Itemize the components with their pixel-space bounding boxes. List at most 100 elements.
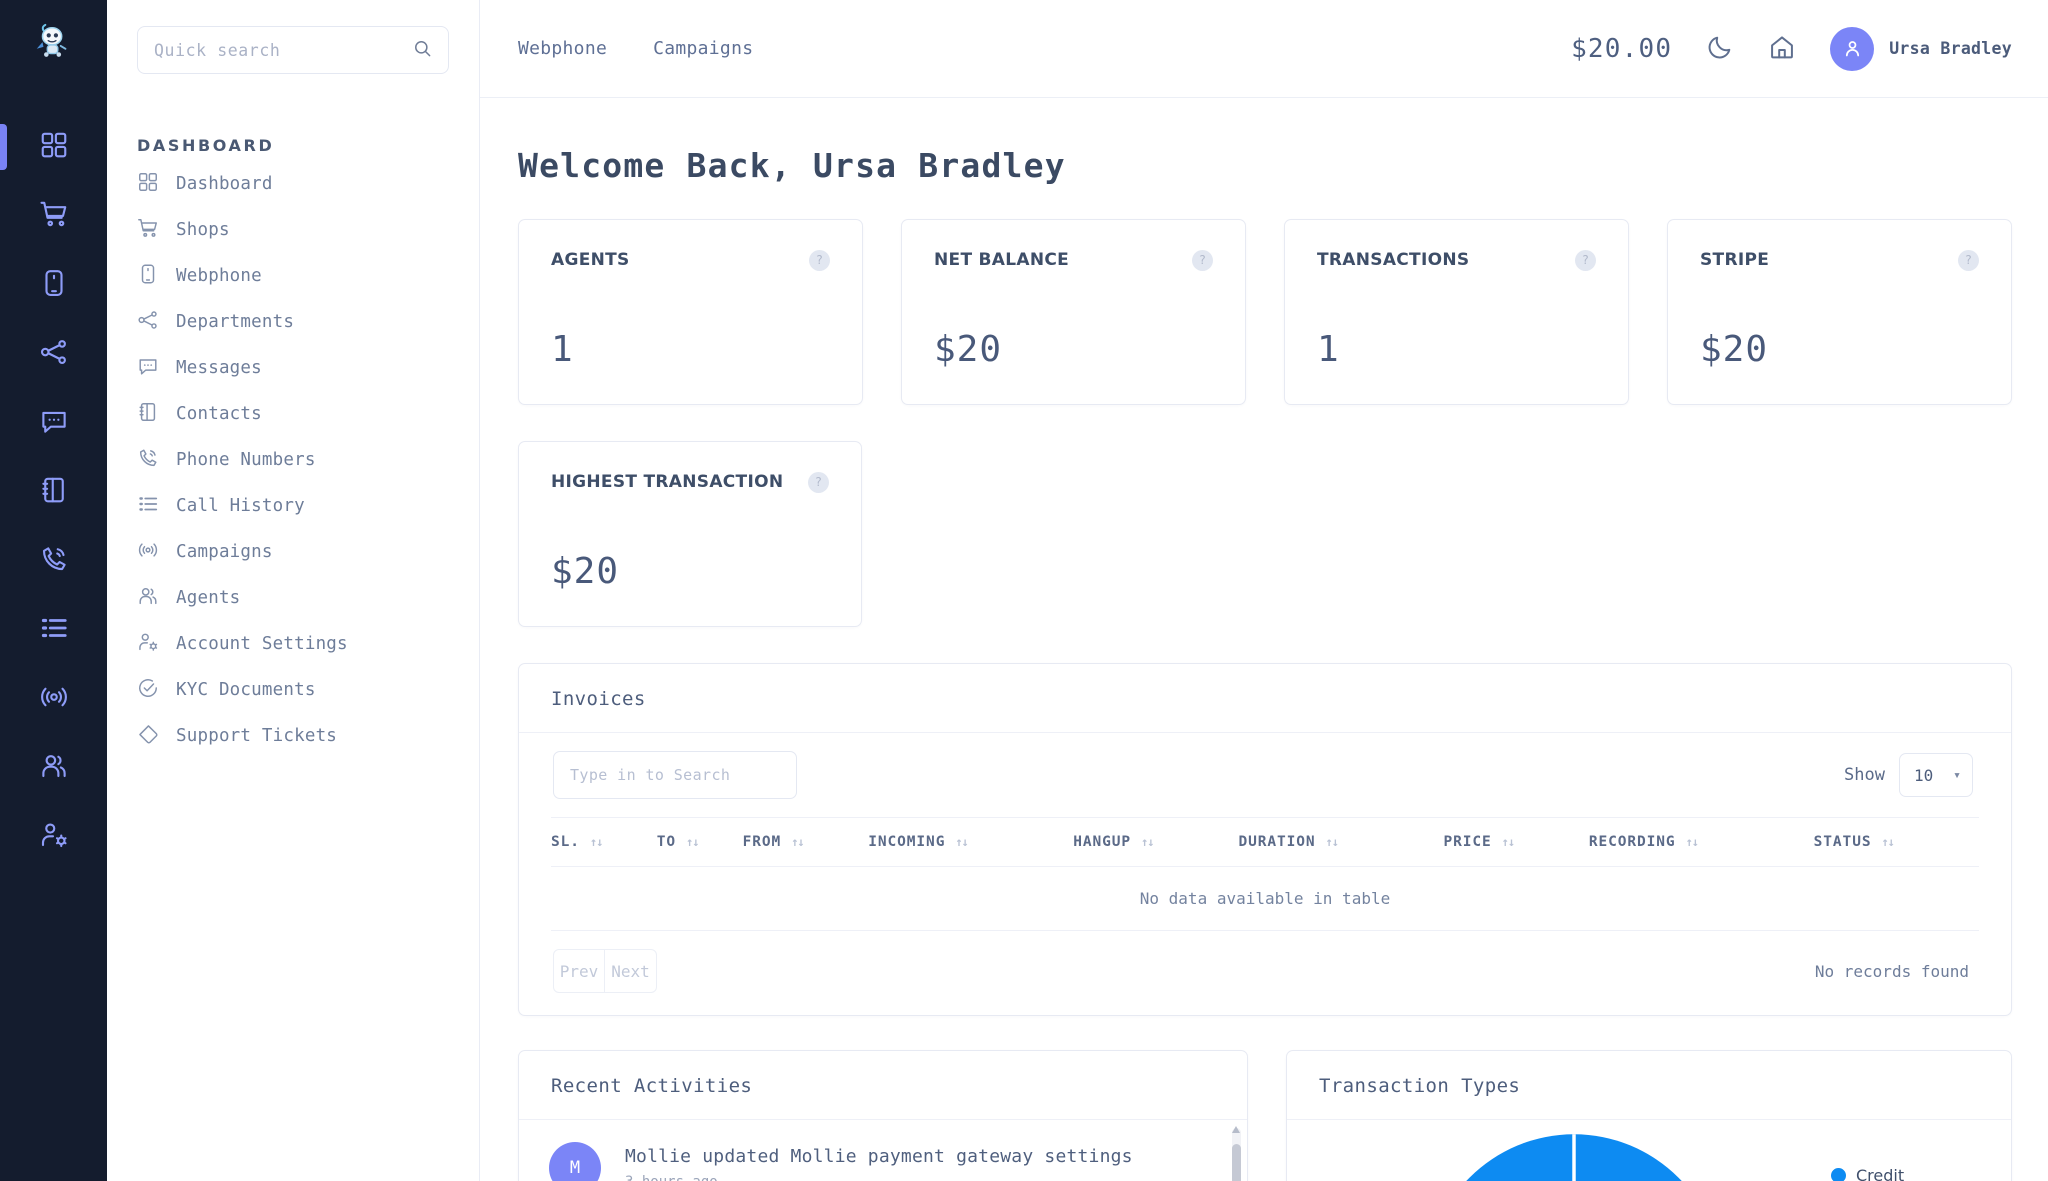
sidebar-item-webphone[interactable]: Webphone [137, 253, 449, 299]
search-input[interactable] [154, 40, 413, 60]
rail-item-campaigns[interactable] [0, 664, 107, 733]
stat-card-highest-transaction[interactable]: HIGHEST TRANSACTION ? $20 [518, 441, 862, 627]
user-gear-icon [137, 631, 159, 658]
activity-title: Mollie updated Mollie payment gateway se… [625, 1146, 1133, 1167]
stat-label: AGENTS [551, 250, 630, 270]
sidebar-menu: Dashboard Shops Webphone Departments Mes… [137, 161, 449, 759]
sort-icon: ↑↓ [1881, 835, 1894, 849]
legend-item-credit[interactable]: Credit [1831, 1166, 1981, 1181]
rail-icon-list [0, 112, 107, 871]
broadcast-icon [137, 539, 159, 566]
pie-svg [1466, 1134, 1682, 1181]
rail-item-messages[interactable] [0, 388, 107, 457]
invoices-search[interactable] [553, 751, 797, 799]
sidebar-item-contacts[interactable]: Contacts [137, 391, 449, 437]
sidebar-item-phone-numbers[interactable]: Phone Numbers [137, 437, 449, 483]
help-icon[interactable]: ? [808, 472, 829, 493]
stat-card-net-balance[interactable]: NET BALANCE ? $20 [901, 219, 1246, 405]
stat-card-stripe[interactable]: STRIPE ? $20 [1667, 219, 2012, 405]
chart-title: Transaction Types [1287, 1051, 2011, 1120]
column-recording[interactable]: RECORDING ↑↓ [1588, 817, 1814, 867]
scrollbar[interactable] [1232, 1126, 1241, 1181]
column-duration[interactable]: DURATION ↑↓ [1238, 817, 1444, 867]
stat-card-agents[interactable]: AGENTS ? 1 [518, 219, 863, 405]
rail-item-shops[interactable] [0, 181, 107, 250]
scrollbar-thumb[interactable] [1232, 1144, 1241, 1181]
sidebar-item-messages[interactable]: Messages [137, 345, 449, 391]
sort-icon: ↑↓ [686, 835, 699, 849]
column-hangup[interactable]: HANGUP ↑↓ [1073, 817, 1239, 867]
records-message: No records found [1814, 961, 1969, 981]
rail-item-webphone[interactable] [0, 250, 107, 319]
help-icon[interactable]: ? [809, 250, 830, 271]
sidebar-item-campaigns[interactable]: Campaigns [137, 529, 449, 575]
sidebar-item-call-history[interactable]: Call History [137, 483, 449, 529]
share-nodes-icon [39, 337, 69, 371]
stat-value: $20 [934, 329, 1003, 370]
topbar-right: $20.00 Ursa Bradley [1571, 26, 2012, 71]
rail-item-departments[interactable] [0, 319, 107, 388]
rail-item-agents[interactable] [0, 733, 107, 802]
sidebar: DASHBOARD Dashboard Shops Webphone Depar… [107, 0, 480, 1181]
rail-item-dashboard[interactable] [0, 112, 107, 181]
broadcast-icon [39, 682, 69, 716]
rail-item-contacts[interactable] [0, 457, 107, 526]
help-icon[interactable]: ? [1575, 250, 1596, 271]
sidebar-item-label: Departments [176, 312, 295, 332]
mobile-icon [137, 263, 159, 290]
column-incoming[interactable]: INCOMING ↑↓ [868, 817, 1074, 867]
sort-icon: ↑↓ [1325, 835, 1339, 849]
user-menu[interactable]: Ursa Bradley [1830, 26, 2012, 71]
robot-logo-icon[interactable] [25, 16, 83, 72]
scroll-up-icon[interactable] [1232, 1126, 1240, 1133]
stat-card-transactions[interactable]: TRANSACTIONS ? 1 [1284, 219, 1629, 405]
user-gear-icon [39, 820, 69, 854]
sidebar-item-label: Shops [176, 220, 230, 240]
search-icon[interactable] [413, 39, 432, 62]
legend-color-swatch [1831, 1168, 1846, 1181]
invoices-search-input[interactable] [570, 766, 780, 784]
moon-icon[interactable] [1706, 33, 1734, 65]
invoices-title: Invoices [519, 664, 2011, 733]
pie-chart[interactable] [1317, 1120, 1831, 1181]
help-icon[interactable]: ? [1958, 250, 1979, 271]
address-book-icon [137, 401, 159, 428]
column-price[interactable]: PRICE ↑↓ [1443, 817, 1589, 867]
prev-button[interactable]: Prev [553, 949, 605, 993]
column-status[interactable]: STATUS ↑↓ [1813, 817, 1979, 867]
sidebar-item-account-settings[interactable]: Account Settings [137, 621, 449, 667]
cart-icon [39, 199, 69, 233]
top-nav-webphone[interactable]: Webphone [518, 38, 608, 59]
sidebar-item-dashboard[interactable]: Dashboard [137, 161, 449, 207]
page-size-select[interactable]: 10 ▾ [1899, 753, 1973, 797]
help-icon[interactable]: ? [1192, 250, 1213, 271]
rail-item-phone-numbers[interactable] [0, 526, 107, 595]
sort-icon: ↑↓ [791, 835, 804, 849]
avatar [1830, 26, 1875, 71]
sidebar-item-departments[interactable]: Departments [137, 299, 449, 345]
next-button[interactable]: Next [605, 949, 657, 993]
column-to[interactable]: TO ↑↓ [656, 817, 743, 867]
column-sl[interactable]: SL. ↑↓ [551, 817, 657, 867]
cart-icon [137, 217, 159, 244]
sidebar-item-kyc-documents[interactable]: KYC Documents [137, 667, 449, 713]
home-icon[interactable] [1768, 33, 1796, 65]
sidebar-item-label: Support Tickets [176, 726, 338, 746]
sidebar-item-shops[interactable]: Shops [137, 207, 449, 253]
chart-body: Credit Debit [1287, 1120, 2011, 1181]
sidebar-item-label: Webphone [176, 266, 262, 286]
recent-activities-title: Recent Activities [519, 1051, 1247, 1120]
quick-search[interactable] [137, 26, 449, 74]
sidebar-item-support-tickets[interactable]: Support Tickets [137, 713, 449, 759]
sidebar-item-agents[interactable]: Agents [137, 575, 449, 621]
column-from[interactable]: FROM ↑↓ [742, 817, 869, 867]
list-item[interactable]: M Mollie updated Mollie payment gateway … [519, 1120, 1247, 1181]
recent-activities-card: Recent Activities M Mollie updated Molli… [518, 1050, 1248, 1181]
transaction-types-card: Transaction Types Credit [1286, 1050, 2012, 1181]
top-nav-campaigns[interactable]: Campaigns [653, 38, 754, 59]
rail-item-call-history[interactable] [0, 595, 107, 664]
page-size-control: Show 10 ▾ [1844, 753, 1973, 797]
column-label: PRICE [1443, 834, 1492, 850]
rail-item-account-settings[interactable] [0, 802, 107, 871]
avatar: M [549, 1142, 601, 1181]
